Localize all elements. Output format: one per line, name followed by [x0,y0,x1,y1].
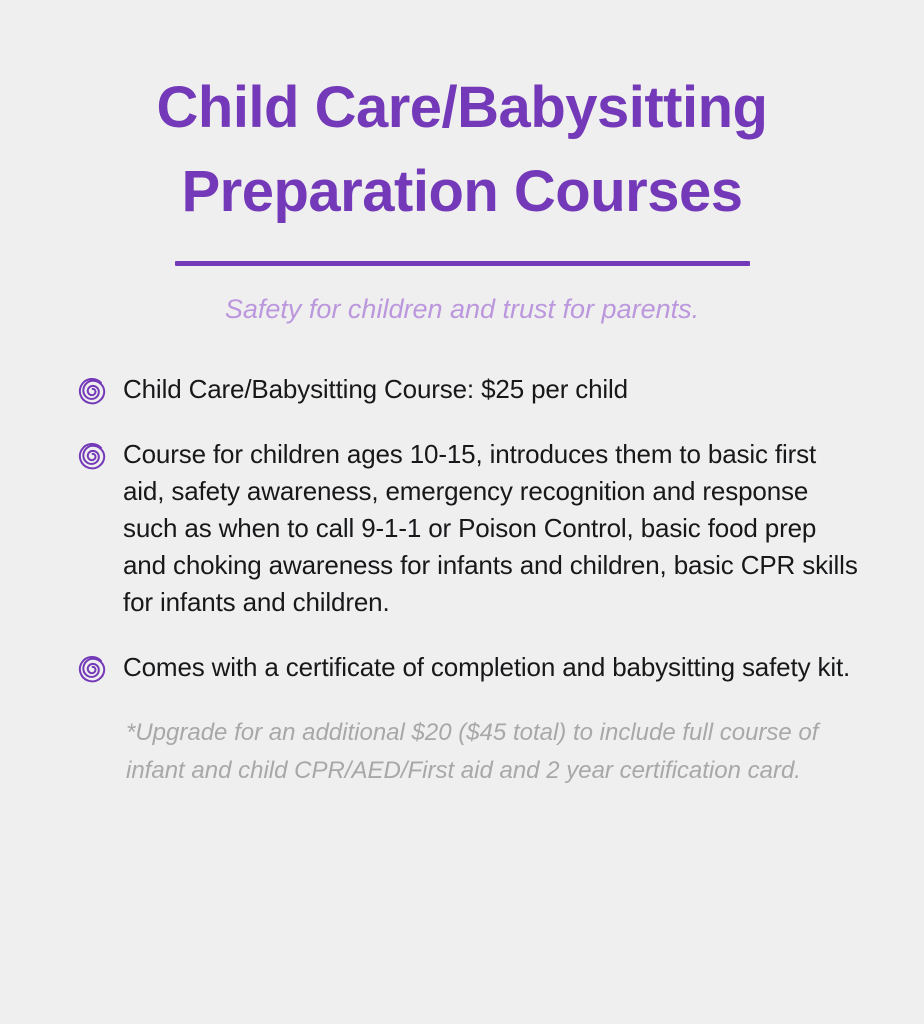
list-item-label: Comes with a certificate of completion a… [123,651,851,682]
poster-header: Child Care/Babysitting Preparation Cours… [0,0,924,327]
list-item: Course for children ages 10-15, introduc… [0,436,924,621]
page-title: Child Care/Babysitting Preparation Cours… [156,75,768,225]
spiral-icon [78,655,108,685]
list-item-label: Child Care/Babysitting Course: $25 per c… [123,374,628,405]
list-item: Comes with a certificate of completion a… [0,649,924,686]
title-divider [174,261,750,267]
bullet-list: Child Care/Babysitting Course: $25 per c… [0,371,924,685]
upgrade-footnote: *Upgrade for an additional $20 ($45 tota… [126,718,819,784]
list-item: Child Care/Babysitting Course: $25 per c… [0,371,924,408]
poster-subtitle: Safety for children and trust for parent… [224,294,700,325]
spiral-icon [78,442,108,472]
spiral-icon [78,377,108,407]
list-item-label: Course for children ages 10-15, introduc… [123,439,858,617]
